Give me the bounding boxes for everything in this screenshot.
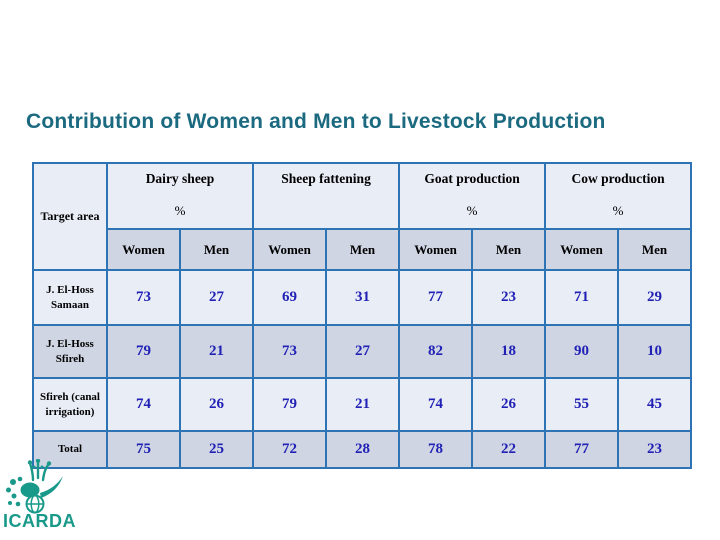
table-cell-value: 10	[617, 324, 693, 379]
table-cell-value: 77	[398, 269, 474, 326]
table-cell-value: 73	[252, 324, 327, 379]
group-label: Dairy sheep	[145, 171, 215, 186]
sub-header-women: Women	[252, 228, 327, 271]
corner-header-target-area: Target area	[32, 162, 108, 271]
row-label: Sfireh (canal irrigation)	[32, 377, 108, 432]
table-cell-value: 71	[544, 269, 620, 326]
sub-header-women: Women	[544, 228, 620, 271]
page-title: Contribution of Women and Men to Livesto…	[26, 110, 606, 133]
table-cell-value: 82	[398, 324, 474, 379]
table-cell-value: 27	[324, 324, 401, 379]
table-row-total: Total 75 25 72 28 78 22 77 23	[32, 430, 693, 469]
table-cell-value: 26	[471, 377, 547, 432]
group-header-goat-production: Goat production %	[398, 162, 547, 230]
table-cell-value: 45	[617, 377, 693, 432]
row-label: Total	[32, 430, 108, 469]
group-label: Goat production	[424, 171, 520, 186]
table-cell-value: 74	[398, 377, 474, 432]
table-cell-value: 77	[544, 430, 620, 469]
table-cell-value: 55	[544, 377, 620, 432]
table-cell-value: 69	[252, 269, 327, 326]
table-cell-value: 21	[179, 324, 254, 379]
table-cell-value: 27	[179, 269, 254, 326]
group-header-dairy-sheep: Dairy sheep %	[106, 162, 254, 230]
table-cell-value: 79	[252, 377, 327, 432]
group-unit: %	[466, 203, 478, 218]
row-label: J. El-Hoss Samaan	[32, 269, 108, 326]
table-cell-value: 22	[471, 430, 547, 469]
table-cell-value: 75	[106, 430, 181, 469]
group-header-cow-production: Cow production %	[544, 162, 693, 230]
table-cell-value: 79	[106, 324, 181, 379]
table-cell-value: 74	[106, 377, 181, 432]
group-unit: %	[612, 203, 624, 218]
table-row: Sfireh (canal irrigation) 74 26 79 21 74…	[32, 377, 693, 432]
table-cell-value: 72	[252, 430, 327, 469]
table-cell-value: 73	[106, 269, 181, 326]
sub-header-women: Women	[106, 228, 181, 271]
group-label: Sheep fattening	[281, 171, 371, 186]
table-cell-value: 18	[471, 324, 547, 379]
livestock-contribution-table: Target area Dairy sheep % Sheep fattenin…	[32, 162, 693, 469]
table-row: J. El-Hoss Sfireh 79 21 73 27 82 18 90 1…	[32, 324, 693, 379]
group-label: Cow production	[571, 171, 665, 186]
table-cell-value: 78	[398, 430, 474, 469]
table-cell-value: 29	[617, 269, 693, 326]
sub-header-women: Women	[398, 228, 474, 271]
table-cell-value: 26	[179, 377, 254, 432]
table-cell-value: 23	[617, 430, 693, 469]
group-header-sheep-fattening: Sheep fattening	[251, 162, 401, 230]
table-cell-value: 21	[324, 377, 401, 432]
sub-header-men: Men	[471, 228, 547, 271]
table-row: J. El-Hoss Samaan 73 27 69 31 77 23 71 2…	[32, 269, 693, 326]
table-cell-value: 28	[324, 430, 401, 469]
table-cell-value: 25	[179, 430, 254, 469]
row-label: J. El-Hoss Sfireh	[32, 324, 108, 379]
sub-header-men: Men	[179, 228, 254, 271]
group-unit: %	[174, 203, 186, 218]
sub-header-men: Men	[617, 228, 693, 271]
table-cell-value: 23	[471, 269, 547, 326]
sub-header-men: Men	[324, 228, 401, 271]
table-cell-value: 31	[324, 269, 401, 326]
icarda-logo-text: ICARDA	[3, 511, 76, 531]
icarda-logo-icon	[6, 459, 63, 514]
table-cell-value: 90	[544, 324, 620, 379]
